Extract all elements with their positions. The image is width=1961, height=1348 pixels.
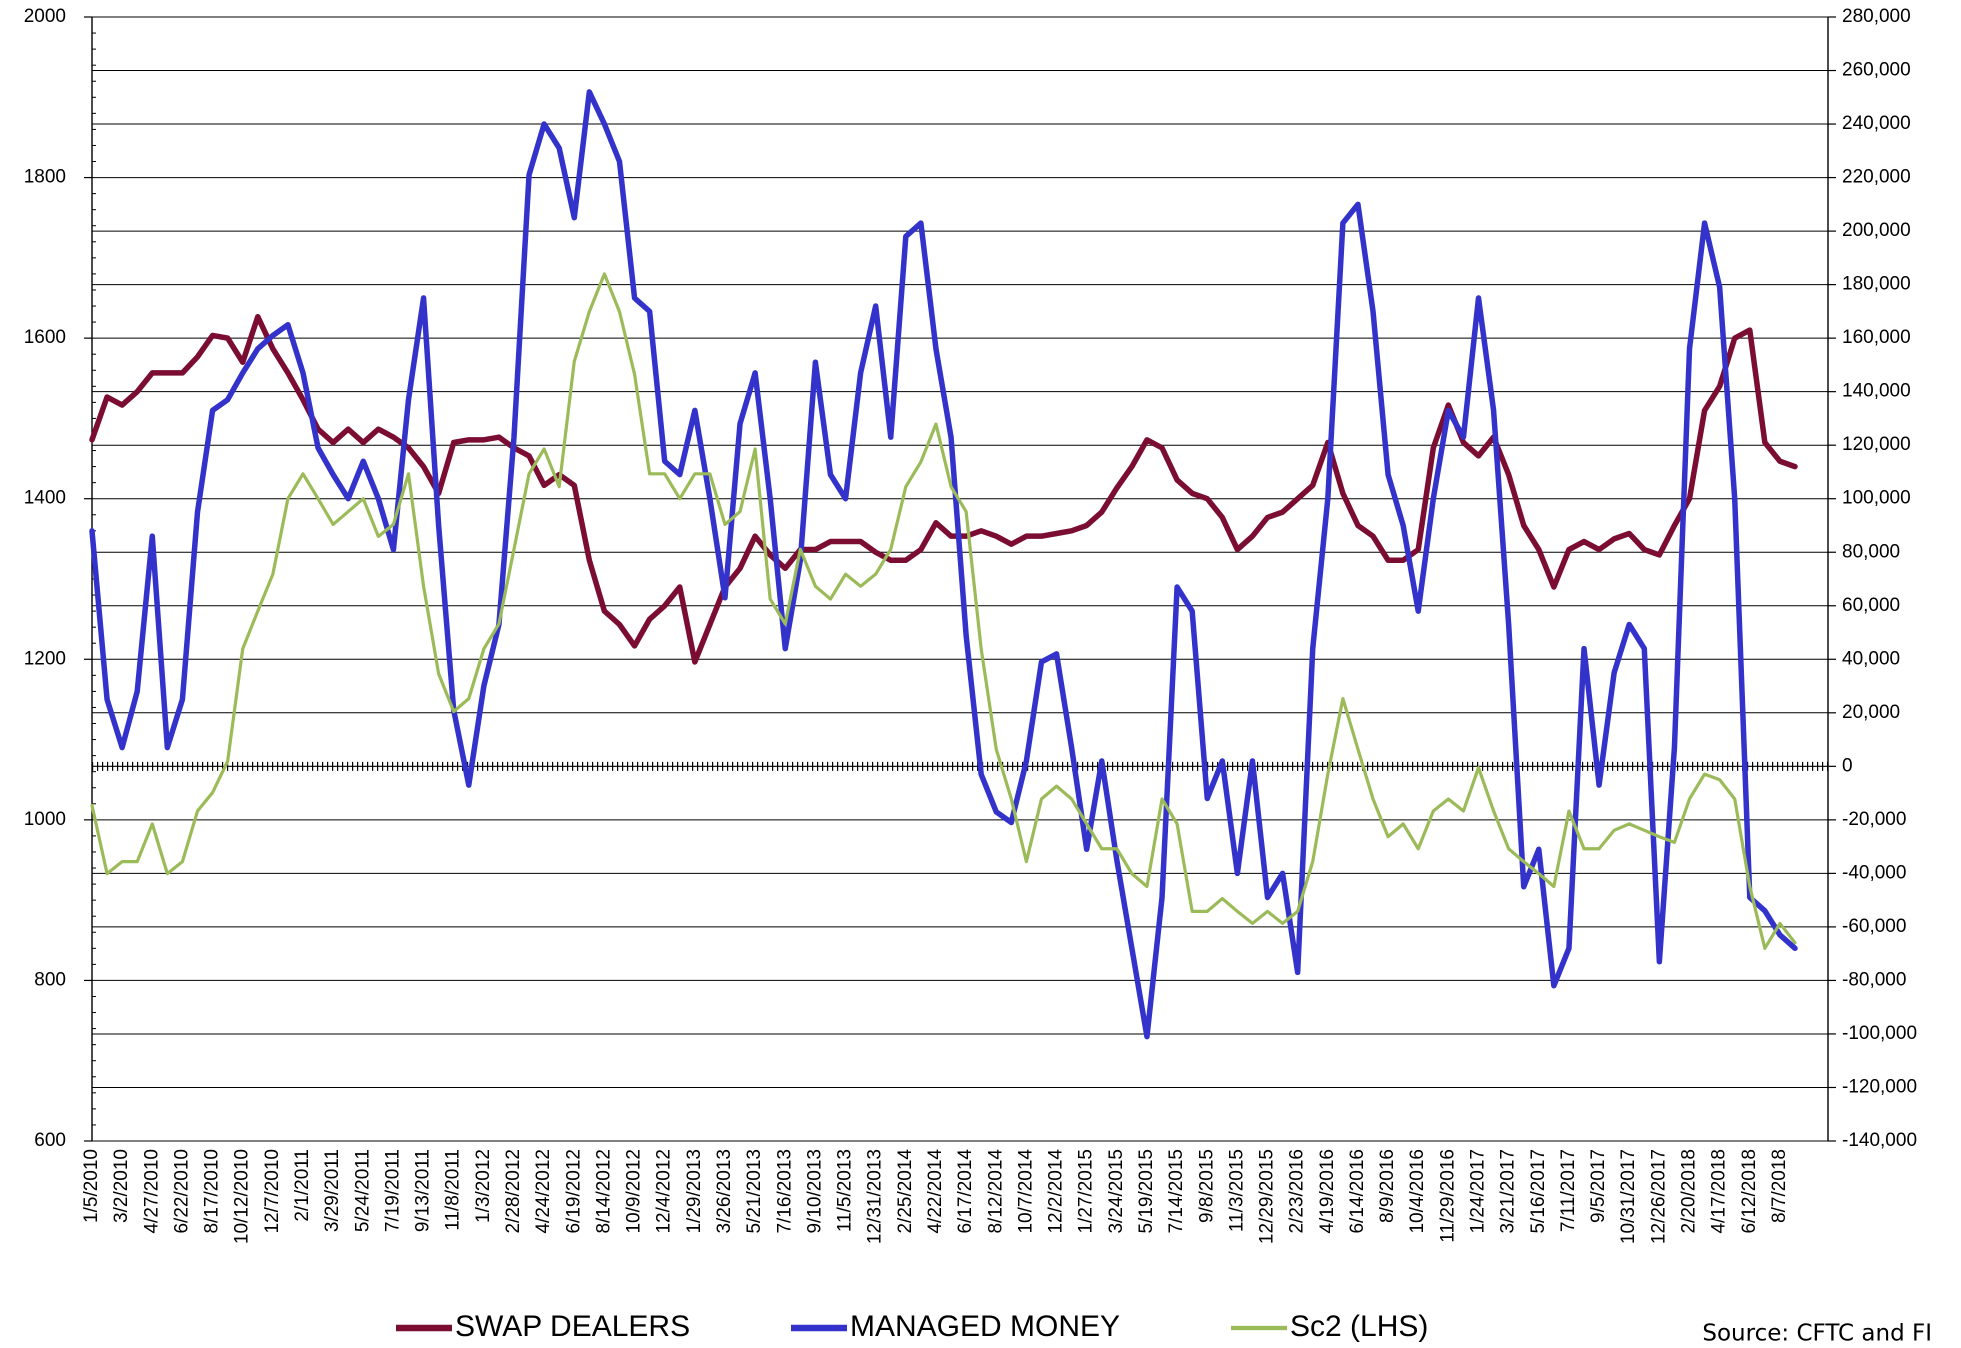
series-line	[89, 89, 1798, 1040]
x-tick-label: 9/5/2017	[1588, 1149, 1609, 1223]
x-tick-label: 12/7/2010	[262, 1149, 283, 1234]
y2-tick-label: 280,000	[1842, 6, 1911, 27]
x-tick-label: 1/29/2013	[684, 1149, 705, 1234]
x-tick-label: 3/26/2013	[714, 1149, 735, 1234]
x-tick-label: 1/3/2012	[473, 1149, 494, 1223]
y2-tick-label: 40,000	[1842, 648, 1900, 669]
x-tick-label: 5/16/2017	[1528, 1149, 1549, 1234]
x-tick-label: 4/19/2016	[1317, 1149, 1338, 1234]
x-tick-label: 1/5/2010	[81, 1149, 102, 1223]
legend-label: MANAGED MONEY	[850, 1310, 1120, 1343]
x-tick-label: 12/29/2015	[1257, 1149, 1278, 1244]
y2-tick-label: 200,000	[1842, 220, 1911, 241]
x-tick-label: 10/9/2012	[624, 1149, 645, 1234]
x-tick-label: 7/16/2013	[774, 1149, 795, 1234]
x-tick-label: 2/28/2012	[503, 1149, 524, 1234]
x-tick-label: 2/23/2016	[1287, 1149, 1308, 1234]
y-tick-label: 1400	[24, 488, 66, 509]
source-note: Source: CFTC and FI	[1702, 1321, 1932, 1347]
x-tick-label: 10/31/2017	[1618, 1149, 1639, 1244]
legend-label: SWAP DEALERS	[455, 1310, 690, 1343]
x-tick-label: 5/19/2015	[1136, 1149, 1157, 1234]
y2-tick-label: 0	[1842, 755, 1853, 776]
x-tick-label: 8/14/2012	[593, 1149, 614, 1234]
y2-tick-label: 20,000	[1842, 702, 1900, 723]
x-tick-label: 5/21/2013	[744, 1149, 765, 1234]
x-tick-label: 1/24/2017	[1468, 1149, 1489, 1234]
x-tick-label: 3/21/2017	[1498, 1149, 1519, 1234]
x-tick-label: 9/10/2013	[804, 1149, 825, 1234]
y2-tick-label: 240,000	[1842, 113, 1911, 134]
y2-tick-label: 60,000	[1842, 595, 1900, 616]
y2-tick-label: -140,000	[1842, 1130, 1917, 1151]
x-tick-label: 11/5/2013	[835, 1149, 856, 1232]
y-tick-label: 2000	[24, 6, 66, 27]
y2-tick-label: -120,000	[1842, 1076, 1917, 1097]
x-tick-label: 12/31/2013	[865, 1149, 886, 1244]
y-tick-label: 1600	[24, 327, 66, 348]
x-tick-label: 11/29/2016	[1437, 1149, 1458, 1243]
y2-tick-label: 140,000	[1842, 381, 1911, 402]
y2-tick-label: -60,000	[1842, 916, 1906, 937]
x-tick-label: 12/4/2012	[654, 1149, 675, 1234]
y2-tick-label: 120,000	[1842, 434, 1911, 455]
x-tick-label: 2/25/2014	[895, 1149, 916, 1234]
x-tick-label: 5/24/2011	[352, 1149, 373, 1232]
x-tick-label: 11/3/2015	[1226, 1149, 1247, 1232]
x-tick-label: 3/29/2011	[322, 1149, 343, 1232]
x-tick-label: 10/4/2016	[1407, 1149, 1428, 1234]
x-tick-label: 6/19/2012	[563, 1149, 584, 1234]
x-tick-label: 10/12/2010	[232, 1149, 253, 1244]
x-tick-label: 8/9/2016	[1377, 1149, 1398, 1223]
y-tick-label: 1000	[24, 809, 66, 830]
x-tick-label: 6/17/2014	[955, 1149, 976, 1234]
y2-tick-label: 220,000	[1842, 167, 1911, 188]
x-tick-label: 6/12/2018	[1739, 1149, 1760, 1234]
y2-tick-label: 80,000	[1842, 541, 1900, 562]
series-line	[89, 313, 1798, 665]
y2-tick-label: -20,000	[1842, 809, 1906, 830]
x-tick-label: 4/24/2012	[533, 1149, 554, 1234]
x-tick-label: 9/13/2011	[413, 1149, 434, 1232]
y2-tick-label: 260,000	[1842, 60, 1911, 81]
y2-tick-label: 100,000	[1842, 488, 1911, 509]
legend-label: Sc2 (LHS)	[1290, 1310, 1428, 1343]
x-tick-label: 10/7/2014	[1015, 1149, 1036, 1234]
x-tick-label: 2/1/2011	[292, 1149, 313, 1222]
y2-tick-label: -100,000	[1842, 1023, 1917, 1044]
x-tick-label: 7/19/2011	[382, 1149, 403, 1232]
y2-tick-label: -40,000	[1842, 862, 1906, 883]
x-tick-label: 4/22/2014	[925, 1149, 946, 1234]
y2-tick-label: 180,000	[1842, 274, 1911, 295]
x-tick-label: 7/11/2017	[1558, 1149, 1579, 1232]
x-tick-label: 4/17/2018	[1709, 1149, 1730, 1234]
y2-tick-label: -80,000	[1842, 969, 1906, 990]
x-tick-label: 8/17/2010	[202, 1149, 223, 1234]
x-tick-label: 2/20/2018	[1679, 1149, 1700, 1234]
y-tick-label: 1800	[24, 167, 66, 188]
y-tick-label: 600	[34, 1130, 66, 1151]
x-tick-label: 3/2/2010	[111, 1149, 132, 1223]
x-tick-label: 11/8/2011	[443, 1149, 464, 1231]
x-tick-label: 3/24/2015	[1106, 1149, 1127, 1234]
y-tick-label: 1200	[24, 648, 66, 669]
y-tick-label: 800	[34, 969, 66, 990]
y2-tick-label: 160,000	[1842, 327, 1911, 348]
x-tick-label: 6/22/2010	[171, 1149, 192, 1234]
series-line	[90, 272, 1797, 950]
x-tick-label: 9/8/2015	[1196, 1149, 1217, 1223]
x-tick-label: 1/27/2015	[1076, 1149, 1097, 1234]
x-tick-label: 8/7/2018	[1769, 1149, 1790, 1223]
x-tick-label: 6/14/2016	[1347, 1149, 1368, 1234]
x-tick-label: 7/14/2015	[1166, 1149, 1187, 1234]
x-tick-label: 12/2/2014	[1046, 1149, 1067, 1234]
x-tick-label: 12/26/2017	[1648, 1149, 1669, 1244]
x-tick-label: 4/27/2010	[141, 1149, 162, 1234]
x-tick-label: 8/12/2014	[985, 1149, 1006, 1234]
